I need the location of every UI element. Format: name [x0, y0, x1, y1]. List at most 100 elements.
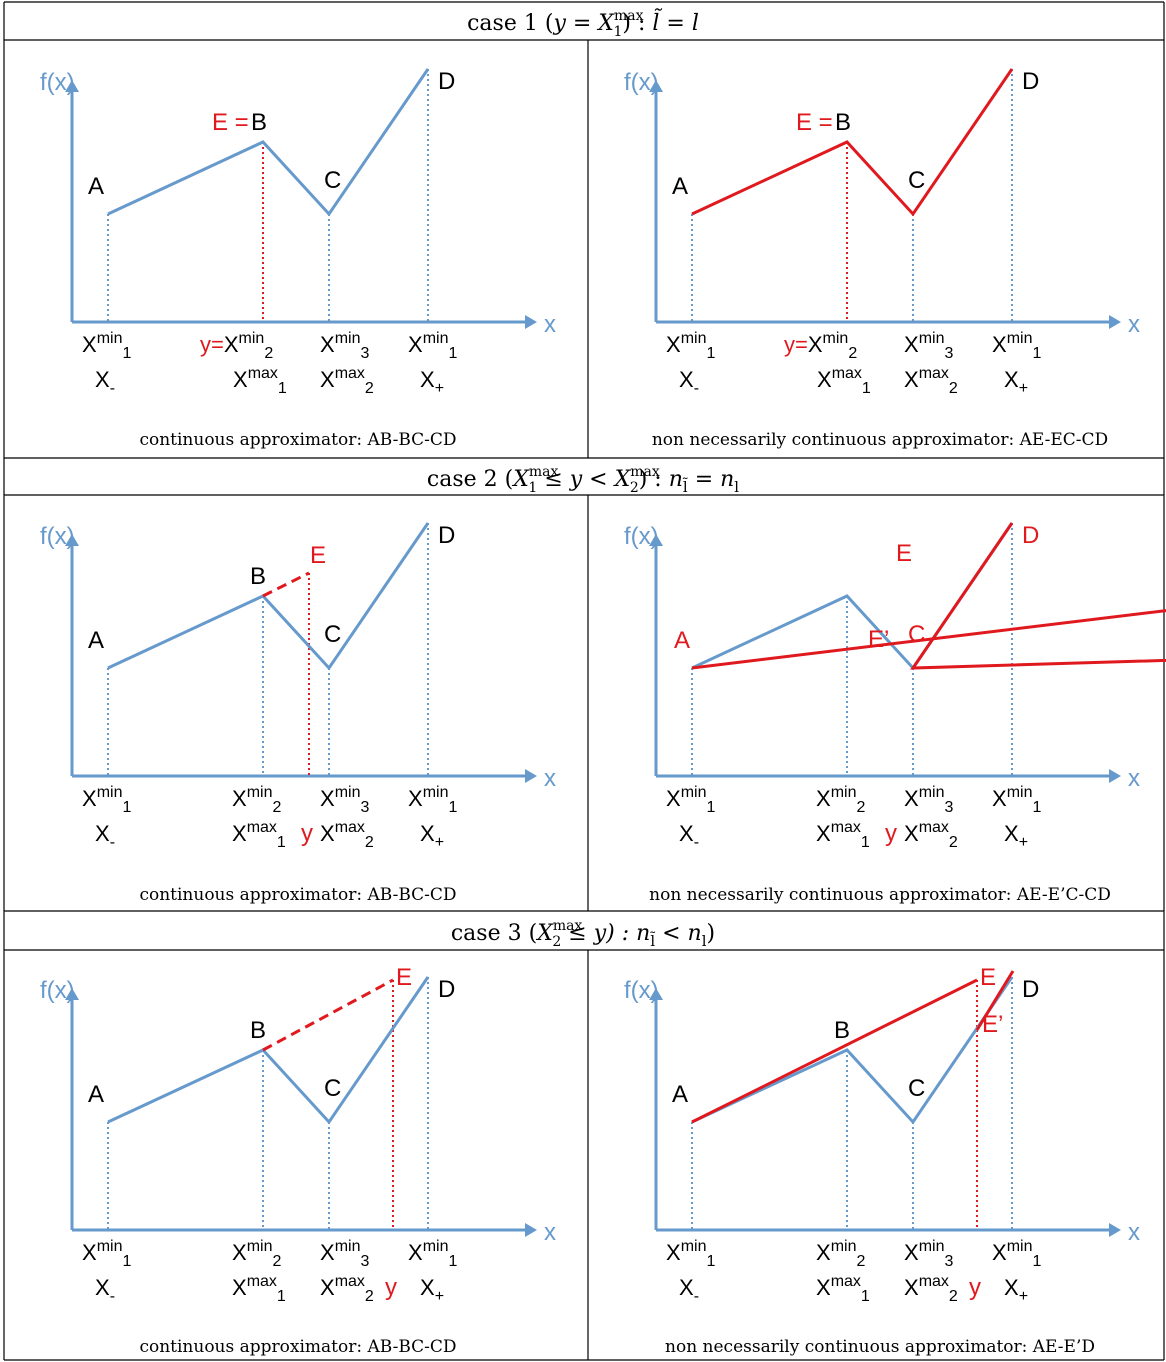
point-B: B: [251, 109, 267, 136]
point-D: D: [1022, 522, 1039, 549]
x-axis-label: x: [544, 765, 556, 792]
tick-x-max-2: Xmax2: [320, 819, 374, 851]
point-A: A: [672, 1081, 688, 1108]
point-E: E =: [796, 109, 833, 136]
tick-x-minus: X-: [679, 367, 699, 397]
x-axis-arrow: [525, 1223, 537, 1237]
point-C: C: [324, 621, 341, 648]
tick-x-minus: X-: [95, 1275, 115, 1305]
extension-BE: [262, 571, 310, 598]
tick-x-min-3: Xmin3: [904, 330, 953, 362]
tick-x-min-1-right: Xmin1: [992, 1238, 1041, 1270]
case-header: case 1 (y = Xmax 1) : l̃ = l: [467, 8, 699, 40]
tick-y: y: [885, 820, 897, 847]
approx-E2CD: [910, 522, 1166, 670]
tick-x-minus: X-: [95, 821, 115, 851]
approx-AE: [691, 609, 1166, 670]
x-axis-arrow: [1109, 769, 1121, 783]
point-D: D: [438, 68, 455, 95]
fx-axis-label: f(x): [40, 69, 75, 96]
point-A: A: [672, 173, 688, 200]
tick-x-max-2: Xmax2: [320, 1273, 374, 1305]
fx-axis-label: f(x): [624, 69, 659, 96]
x-axis-label: x: [544, 311, 556, 338]
tick-x-min-1-right: Xmin1: [408, 330, 457, 362]
x-axis-label: x: [1128, 1219, 1140, 1246]
point-A: A: [674, 627, 690, 654]
x-axis-arrow: [1109, 315, 1121, 329]
point-D: D: [1022, 976, 1039, 1003]
point-C: C: [324, 1075, 341, 1102]
left-caption: continuous approximator: AB-BC-CD: [139, 885, 456, 905]
tick-y: y: [301, 820, 313, 847]
point-B: B: [250, 563, 266, 590]
point-C: C: [908, 167, 925, 194]
tick-x-min-1-right: Xmin1: [408, 1238, 457, 1270]
y-axis-arrow: [65, 534, 79, 546]
right-caption: non necessarily continuous approximator:…: [665, 1337, 1095, 1357]
point-C: C: [324, 167, 341, 194]
approx-AE: [691, 978, 978, 1124]
tick-x-max-1: Xmax1: [232, 1273, 286, 1305]
point-E-prime: E’: [868, 626, 889, 653]
tick-x-max-1: Xmax1: [816, 819, 870, 851]
tick-x-plus: X+: [420, 367, 444, 397]
tick-x-minus: X-: [95, 367, 115, 397]
y-axis-arrow: [649, 534, 663, 546]
curve-ABCD: [107, 976, 430, 1125]
tick-x-max-1: Xmax1: [232, 819, 286, 851]
tick-x-min-3: Xmin3: [904, 1238, 953, 1270]
x-axis-label: x: [1128, 765, 1140, 792]
case-header: case 2 (Xmax 1 ≤ y < Xmax 2) : nl̃ = nl: [427, 464, 739, 496]
point-D: D: [438, 522, 455, 549]
curve-ABCD: [107, 68, 430, 217]
tick-x-max-1: Xmax1: [233, 365, 287, 397]
tick-x-min-1: Xmin1: [82, 784, 131, 816]
tick-x-max-2: Xmax2: [904, 1273, 958, 1305]
point-E: E: [980, 964, 996, 991]
point-A: A: [88, 627, 104, 654]
tick-x-min-2: Xmin2: [816, 1238, 865, 1270]
tick-x-min-1: Xmin1: [82, 1238, 131, 1270]
fx-axis-label: f(x): [624, 977, 659, 1004]
point-B: B: [250, 1017, 266, 1044]
fx-axis-label: f(x): [40, 977, 75, 1004]
left-caption: continuous approximator: AB-BC-CD: [139, 1337, 456, 1357]
tick-x-minus: X-: [679, 1275, 699, 1305]
tick-y-x-min-2: y=Xmin2: [784, 330, 857, 362]
approx-E2D: [975, 970, 1015, 1031]
right-caption: non necessarily continuous approximator:…: [652, 430, 1108, 450]
tick-x-plus: X+: [420, 821, 444, 851]
tick-x-min-1-right: Xmin1: [408, 784, 457, 816]
tick-x-max-1: Xmax1: [817, 365, 871, 397]
tick-x-min-3: Xmin3: [320, 330, 369, 362]
tick-x-min-2: Xmin2: [816, 784, 865, 816]
tick-y: y: [385, 1274, 397, 1301]
tick-x-min-1: Xmin1: [666, 1238, 715, 1270]
y-axis-arrow: [649, 988, 663, 1000]
x-axis-arrow: [525, 315, 537, 329]
point-E: E: [396, 964, 412, 991]
point-C: C: [908, 1075, 925, 1102]
tick-x-min-1-right: Xmin1: [992, 784, 1041, 816]
tick-x-max-2: Xmax2: [320, 365, 374, 397]
tick-x-max-2: Xmax2: [904, 365, 958, 397]
point-E: E: [310, 542, 326, 569]
curve-ABCD: [107, 522, 430, 671]
point-C: C: [908, 621, 925, 648]
tick-x-plus: X+: [420, 1275, 444, 1305]
tick-y: y: [969, 1274, 981, 1301]
y-axis-arrow: [65, 80, 79, 92]
point-A: A: [88, 1081, 104, 1108]
y-axis-arrow: [649, 80, 663, 92]
point-E-prime: E’: [982, 1011, 1003, 1038]
curve-ABCD: [691, 976, 1014, 1125]
tick-x-min-3: Xmin3: [320, 1238, 369, 1270]
x-axis-label: x: [1128, 311, 1140, 338]
fx-axis-label: f(x): [40, 523, 75, 550]
tick-x-plus: X+: [1004, 367, 1028, 397]
right-caption: non necessarily continuous approximator:…: [649, 885, 1111, 905]
point-D: D: [438, 976, 455, 1003]
tick-x-min-1: Xmin1: [82, 330, 131, 362]
